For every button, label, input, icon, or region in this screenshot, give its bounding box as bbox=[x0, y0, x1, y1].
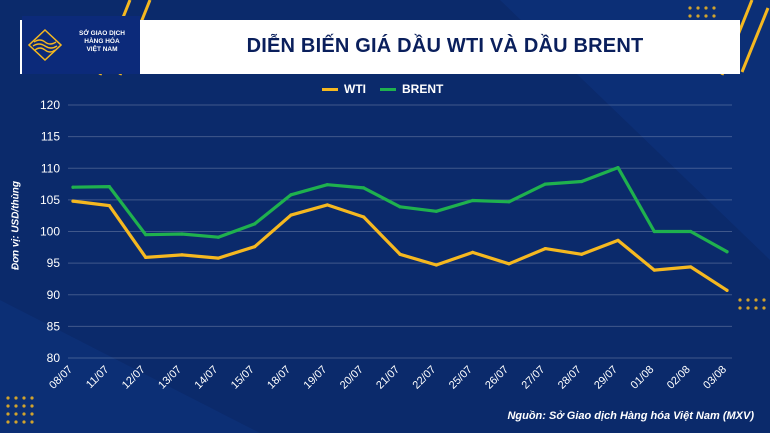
data-point-wti bbox=[543, 246, 547, 251]
x-tick-label: 01/08 bbox=[629, 364, 657, 392]
data-point-brent bbox=[107, 184, 111, 189]
y-tick-label: 100 bbox=[40, 225, 60, 239]
logo-diamond-icon bbox=[28, 29, 62, 61]
x-tick-label: 14/07 bbox=[193, 364, 221, 392]
data-point-brent bbox=[362, 186, 366, 190]
x-tick-label: 11/07 bbox=[84, 364, 111, 391]
data-point-brent bbox=[144, 233, 148, 237]
logo-line: SỞ GIAO DỊCH bbox=[79, 30, 125, 37]
y-tick-label: 105 bbox=[40, 193, 60, 207]
y-tick-label: 90 bbox=[47, 288, 61, 302]
x-tick-label: 21/07 bbox=[374, 364, 402, 392]
data-point-brent bbox=[471, 198, 475, 203]
data-point-wti bbox=[362, 215, 366, 219]
x-tick-label: 08/07 bbox=[47, 364, 75, 392]
data-point-brent bbox=[543, 182, 547, 186]
mxv-logo: SỞ GIAO DỊCH HÀNG HÓA VIỆT NAM bbox=[22, 16, 140, 74]
data-point-wti bbox=[471, 250, 475, 254]
series-line-brent bbox=[71, 166, 729, 254]
y-tick-label: 115 bbox=[41, 130, 60, 144]
x-tick-label: 22/07 bbox=[411, 364, 439, 392]
data-point-wti bbox=[725, 288, 729, 292]
header-bar bbox=[20, 20, 740, 74]
x-tick-label: 27/07 bbox=[520, 364, 548, 392]
x-tick-label: 26/07 bbox=[483, 364, 511, 392]
y-tick-label: 120 bbox=[40, 98, 60, 112]
x-tick-label: 19/07 bbox=[302, 364, 330, 392]
data-point-brent bbox=[325, 183, 329, 187]
legend-swatch-wti bbox=[322, 88, 338, 91]
data-point-brent bbox=[398, 205, 402, 209]
x-tick-label: 15/07 bbox=[229, 364, 257, 392]
y-tick-label: 85 bbox=[47, 319, 61, 333]
x-tick-label: 12/07 bbox=[120, 364, 148, 392]
legend-label-wti: WTI bbox=[344, 82, 366, 96]
data-point-wti bbox=[507, 262, 511, 266]
data-point-wti bbox=[434, 263, 438, 267]
data-point-brent bbox=[289, 193, 293, 197]
data-point-brent bbox=[71, 185, 75, 189]
data-point-wti bbox=[325, 203, 329, 207]
data-point-wti bbox=[216, 256, 220, 260]
data-point-wti bbox=[253, 245, 257, 249]
data-point-brent bbox=[616, 166, 620, 170]
y-tick-label: 95 bbox=[47, 256, 61, 270]
source-note: Nguồn: Sở Giao dịch Hàng hóa Việt Nam (M… bbox=[507, 410, 754, 422]
legend-swatch-brent bbox=[380, 88, 396, 91]
data-point-brent bbox=[580, 179, 584, 184]
logo-text: SỞ GIAO DỊCH HÀNG HÓA VIỆT NAM bbox=[66, 30, 138, 54]
x-tick-label: 02/08 bbox=[665, 364, 693, 392]
x-tick-label: 29/07 bbox=[592, 364, 620, 392]
x-tick-label: 25/07 bbox=[447, 364, 475, 392]
data-point-brent bbox=[689, 229, 693, 234]
x-tick-label: 28/07 bbox=[556, 364, 584, 392]
logo-line: HÀNG HÓA bbox=[84, 38, 120, 45]
data-point-wti bbox=[616, 238, 620, 242]
data-point-brent bbox=[725, 250, 729, 254]
data-point-wti bbox=[289, 213, 293, 217]
logo-line: VIỆT NAM bbox=[86, 46, 118, 53]
x-tick-label: 18/07 bbox=[265, 364, 293, 392]
data-point-brent bbox=[253, 222, 257, 226]
data-point-brent bbox=[180, 232, 184, 236]
data-point-brent bbox=[216, 235, 220, 239]
x-tick-label: 20/07 bbox=[338, 364, 366, 392]
chart-title: DIỄN BIẾN GIÁ DẦU WTI VÀ DẦU BRENT bbox=[246, 35, 644, 57]
data-point-brent bbox=[507, 200, 511, 204]
data-point-wti bbox=[580, 252, 584, 256]
series-line-wti bbox=[71, 199, 729, 292]
legend-label-brent: BRENT bbox=[402, 82, 444, 96]
x-tick-label: 03/08 bbox=[701, 364, 729, 392]
data-point-brent bbox=[434, 209, 438, 213]
data-point-brent bbox=[652, 229, 656, 234]
y-tick-label: 110 bbox=[41, 161, 60, 175]
data-point-wti bbox=[144, 255, 148, 260]
x-tick-label: 13/07 bbox=[156, 364, 184, 392]
data-point-wti bbox=[689, 265, 693, 269]
data-point-wti bbox=[71, 199, 75, 203]
data-point-wti bbox=[398, 252, 402, 256]
data-point-wti bbox=[180, 253, 184, 257]
data-point-wti bbox=[652, 268, 656, 272]
data-point-wti bbox=[107, 203, 111, 208]
y-tick-label: 80 bbox=[47, 351, 61, 365]
